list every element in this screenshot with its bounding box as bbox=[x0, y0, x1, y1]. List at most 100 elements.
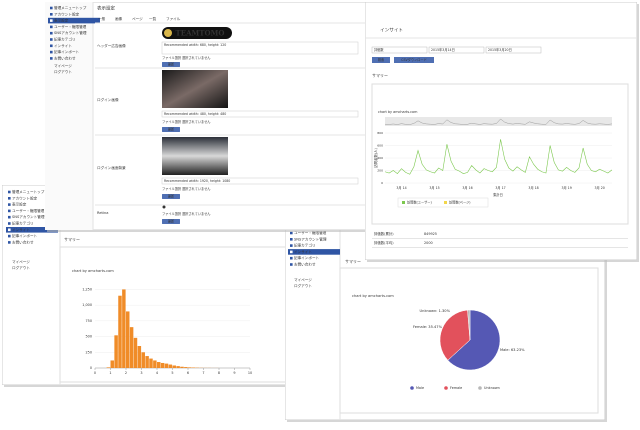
button-label: 検索 bbox=[378, 57, 384, 62]
menu-item: 表示設定 bbox=[12, 202, 27, 207]
tab: ページ bbox=[132, 17, 143, 21]
action-button bbox=[394, 57, 434, 63]
row-label: ログイン画像 bbox=[97, 97, 119, 102]
menu-icon bbox=[50, 6, 53, 10]
histogram-bar bbox=[133, 337, 138, 368]
menu-icon bbox=[8, 190, 11, 194]
section-title: サマリー bbox=[64, 237, 80, 242]
select-value: 2015年3月20日 bbox=[488, 47, 512, 52]
menu-item: SNSアカウント管理 bbox=[54, 30, 87, 35]
menu-item: SNSアカウント管理 bbox=[12, 214, 45, 219]
menu-item: 記事カテゴリ bbox=[294, 243, 316, 248]
histogram-bar bbox=[122, 289, 126, 368]
file-status: 選択されていません bbox=[182, 186, 211, 191]
x-tick-label: 3月 18 bbox=[528, 186, 538, 190]
chart-credit: chart by amcharts.com bbox=[352, 294, 394, 298]
submit-label: 更新 bbox=[168, 62, 175, 67]
page-title: インサイト bbox=[380, 28, 403, 34]
x-tick-label: 1 bbox=[109, 371, 111, 375]
row-label: ヘッダー広告画像 bbox=[97, 43, 126, 48]
menu-item: 記事インポート bbox=[54, 49, 80, 54]
menu-icon bbox=[50, 50, 53, 54]
page-title: 表示設定 bbox=[97, 5, 115, 12]
menu-icon bbox=[50, 44, 53, 48]
histogram-bar bbox=[176, 366, 180, 368]
row-label: ログイン画面背景 bbox=[97, 165, 126, 170]
chart-credit: chart by amcharts.com bbox=[378, 110, 418, 114]
chart-credit: chart by amcharts.com bbox=[72, 269, 114, 273]
logo-text: TEAMTOMO bbox=[176, 29, 225, 38]
menu-active bbox=[48, 17, 100, 24]
histogram-bar bbox=[184, 367, 188, 368]
tab: 一般 bbox=[98, 16, 106, 21]
logo-bg bbox=[162, 27, 232, 39]
submit-label: 更新 bbox=[168, 194, 175, 199]
table-cell: 評価数(平均) bbox=[374, 240, 394, 245]
pie-slice bbox=[467, 309, 471, 341]
slice-label: Female: 35.47% bbox=[413, 325, 443, 329]
legend-swatch bbox=[402, 201, 405, 204]
submit-label: 更新 bbox=[168, 219, 175, 224]
placeholder: Recommended width: 1920, height: 1080 bbox=[164, 179, 230, 183]
y-tick-label: 800 bbox=[377, 131, 383, 135]
x-tick-label: 3月 15 bbox=[429, 186, 439, 190]
menu-icon bbox=[50, 19, 53, 22]
submit-button bbox=[162, 127, 180, 132]
select bbox=[485, 46, 542, 54]
histogram-bar bbox=[188, 367, 192, 368]
x-tick-label: 6 bbox=[187, 371, 189, 375]
y-tick-label: 0 bbox=[381, 181, 383, 185]
x-tick-label: 0 bbox=[94, 371, 96, 375]
table-cell: 評価数(累計) bbox=[374, 231, 394, 236]
submit-button bbox=[162, 62, 180, 67]
select-value: 評価数 bbox=[374, 47, 384, 52]
menu-item: お問い合わせ bbox=[54, 55, 76, 60]
histogram-bar bbox=[153, 360, 157, 368]
menu-item: 記事カテゴリ bbox=[54, 37, 76, 42]
settings-window: 管理メニュートップアカウント設定表示設定ユーザー・権限管理SNSアカウント管理記… bbox=[45, 2, 367, 230]
menu-icon bbox=[50, 25, 53, 29]
x-tick-label: 7 bbox=[202, 371, 204, 375]
menu-item: お問い合わせ bbox=[12, 239, 34, 244]
x-tick-label: 3 bbox=[140, 371, 142, 375]
menu-footer: マイページ bbox=[54, 63, 72, 68]
histogram-bar bbox=[141, 352, 145, 368]
retina-checkbox bbox=[162, 205, 166, 209]
panel bbox=[59, 246, 329, 383]
menu-icon bbox=[290, 231, 293, 235]
table-cell: 2000 bbox=[424, 241, 433, 245]
file-status: 選択されていません bbox=[182, 211, 211, 216]
login-image bbox=[162, 70, 228, 108]
histogram-bar bbox=[157, 362, 161, 368]
y-tick-label: 1,000 bbox=[82, 303, 92, 307]
x-tick-label: 3月 20 bbox=[594, 186, 604, 190]
menu-item: ユーザー・権限管理 bbox=[12, 208, 45, 213]
menu-footer: ログアウト bbox=[12, 265, 30, 270]
menu-icon bbox=[8, 203, 11, 206]
menu-icon bbox=[8, 234, 11, 238]
action-button bbox=[372, 57, 390, 63]
placeholder: Recommended width: 680, height: 120 bbox=[164, 43, 226, 47]
menu-footer: マイページ bbox=[294, 277, 312, 282]
input bbox=[161, 177, 359, 185]
submit-label: 更新 bbox=[168, 127, 175, 132]
legend-label: Unknown bbox=[484, 386, 500, 390]
menu-item: アカウント設定 bbox=[12, 195, 38, 200]
y-tick-label: 750 bbox=[86, 319, 92, 323]
y-tick-label: 600 bbox=[377, 144, 383, 148]
legend-label: 訪問数(ページ) bbox=[449, 200, 471, 205]
x-tick-label: 2 bbox=[125, 371, 127, 375]
histogram-bar bbox=[172, 365, 176, 368]
y-tick-label: 500 bbox=[86, 335, 92, 339]
file-button: ファイル選択 bbox=[162, 119, 182, 124]
background-image bbox=[162, 137, 228, 175]
menu-item: ユーザー・権限管理 bbox=[54, 24, 87, 29]
legend-swatch bbox=[478, 386, 482, 390]
x-tick-label: 3月 19 bbox=[561, 186, 571, 190]
x-tick-label: 5 bbox=[171, 371, 173, 375]
y-tick-label: 400 bbox=[377, 156, 383, 160]
menu-icon bbox=[290, 244, 293, 247]
legend-box bbox=[397, 197, 489, 208]
